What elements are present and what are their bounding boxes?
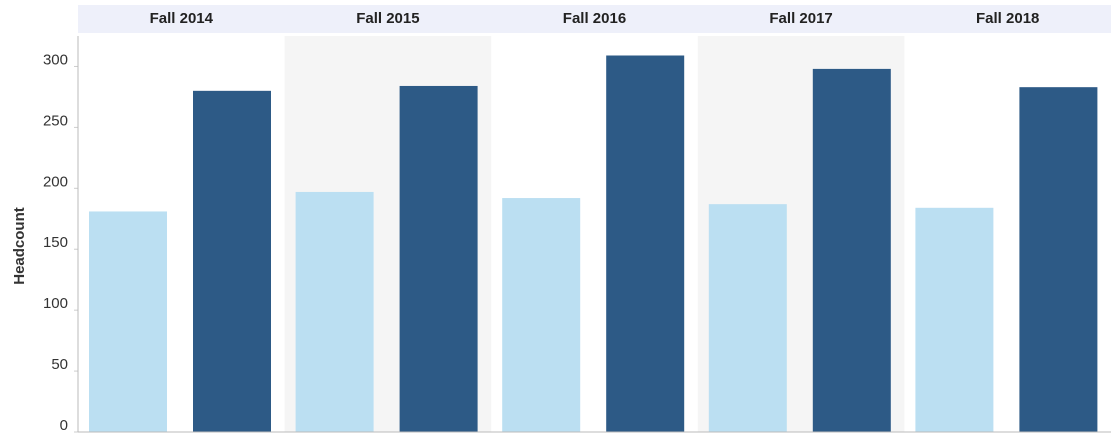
bar: [399, 85, 478, 433]
y-axis-label: Headcount: [11, 207, 28, 285]
y-tick-label: 250: [43, 112, 68, 129]
x-category-label: Fall 2016: [563, 10, 626, 27]
bar: [295, 191, 374, 432]
bar: [606, 55, 685, 432]
bar: [812, 68, 891, 432]
y-tick-label: 0: [60, 417, 68, 433]
bar: [502, 198, 581, 432]
bar: [89, 211, 167, 432]
bar: [708, 204, 787, 432]
bar: [915, 207, 994, 432]
y-tick-label: 300: [43, 51, 68, 68]
y-tick-label: 50: [51, 356, 68, 373]
header-band: [78, 5, 1111, 33]
x-category-label: Fall 2017: [769, 10, 832, 27]
y-tick-label: 100: [43, 295, 68, 312]
x-category-label: Fall 2015: [356, 10, 419, 27]
y-tick-label: 200: [43, 173, 68, 190]
x-category-label: Fall 2018: [976, 10, 1039, 27]
bar: [1019, 87, 1098, 432]
x-category-label: Fall 2014: [150, 10, 214, 27]
y-tick-label: 150: [43, 234, 68, 251]
bar: [193, 90, 271, 432]
